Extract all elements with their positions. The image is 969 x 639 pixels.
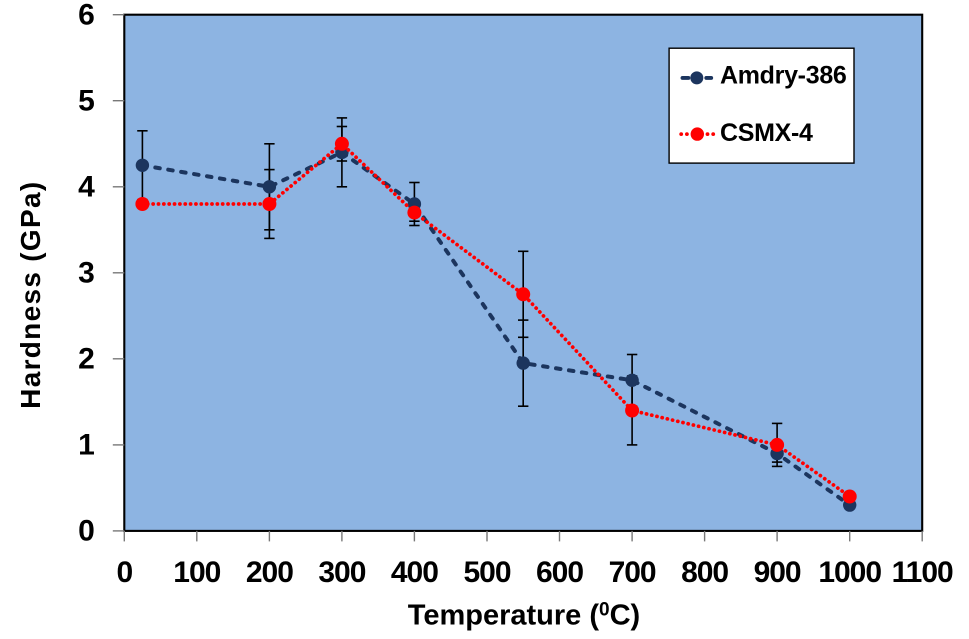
svg-text:600: 600 (536, 556, 583, 589)
svg-text:3: 3 (78, 257, 94, 290)
svg-text:800: 800 (681, 556, 728, 589)
svg-text:500: 500 (463, 556, 510, 589)
svg-text:400: 400 (391, 556, 438, 589)
svg-text:4: 4 (78, 171, 95, 204)
svg-text:900: 900 (754, 556, 801, 589)
svg-text:6: 6 (78, 0, 94, 31)
svg-text:0: 0 (116, 556, 132, 589)
svg-text:100: 100 (173, 556, 220, 589)
svg-text:2: 2 (78, 343, 94, 376)
svg-text:0: 0 (78, 515, 94, 548)
svg-text:1: 1 (78, 429, 94, 462)
svg-text:300: 300 (318, 556, 365, 589)
svg-text:700: 700 (609, 556, 656, 589)
svg-text:1000: 1000 (818, 556, 881, 589)
svg-text:200: 200 (246, 556, 293, 589)
svg-text:5: 5 (78, 84, 94, 117)
svg-text:Amdry-386: Amdry-386 (720, 62, 847, 90)
svg-text:Hardness (GPa): Hardness (GPa) (15, 181, 46, 409)
svg-text:1100: 1100 (892, 556, 953, 589)
svg-text:CSMX-4: CSMX-4 (720, 119, 813, 147)
